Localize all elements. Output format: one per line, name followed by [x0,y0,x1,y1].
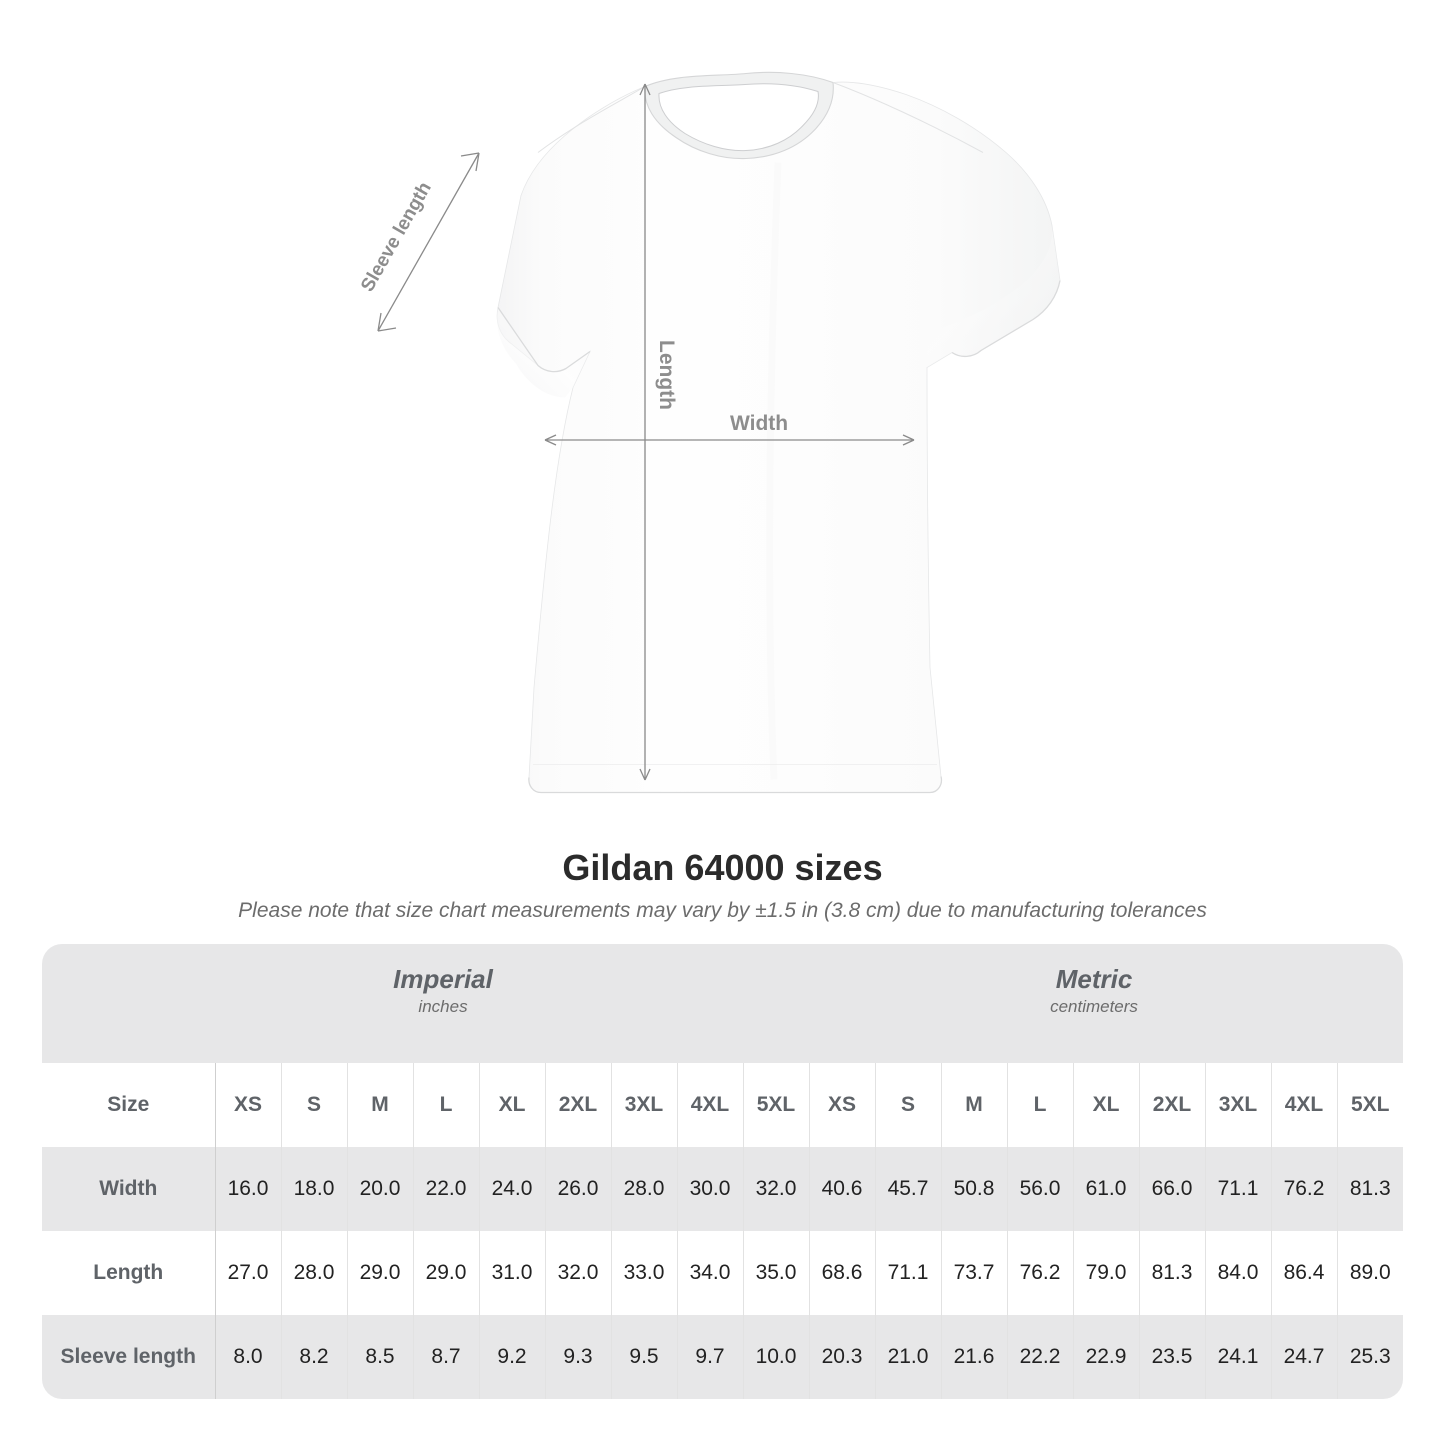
svg-text:Length: Length [655,340,678,410]
svg-text:Sleeve length: Sleeve length [357,179,436,296]
svg-text:Width: Width [730,412,788,435]
